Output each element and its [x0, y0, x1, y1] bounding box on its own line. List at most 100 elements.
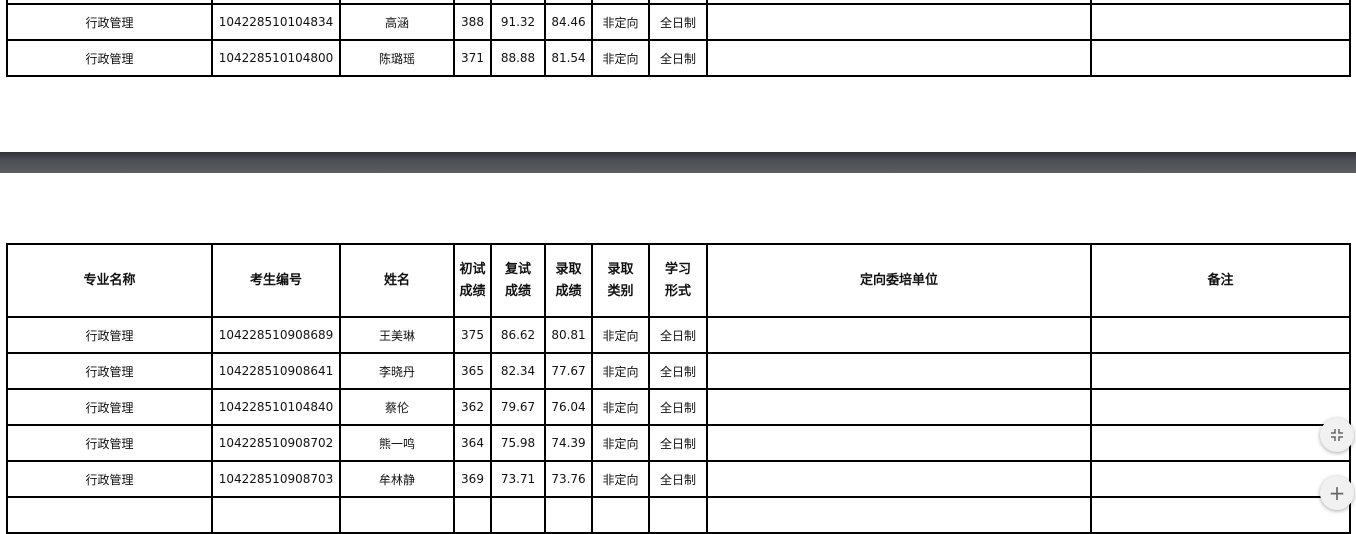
cell-category: 非定向: [591, 3, 650, 41]
cell-empty: [591, 496, 650, 534]
table-row: 行政管理 104228510908703 牟林静 369 73.71 73.76 非定向 全日…: [6, 460, 1351, 498]
cell-mode: 全日制: [648, 316, 708, 354]
cell-retest: 73.71: [490, 460, 546, 498]
header-initial: 初试成绩: [453, 243, 492, 318]
table-row-cut: [6, 496, 1351, 534]
cell-id: 104228510908689: [211, 316, 341, 354]
cell-initial: 388: [453, 3, 492, 41]
header-final: 录取成绩: [544, 243, 593, 318]
cell-empty: [544, 496, 593, 534]
cell-empty: [453, 496, 492, 534]
cell-unit: [706, 460, 1092, 498]
cell-final: 84.46: [544, 3, 593, 41]
cell-name: 牟林静: [339, 460, 455, 498]
cell-retest: 91.32: [490, 3, 546, 41]
cell-mode: 全日制: [648, 388, 708, 426]
table-row: 行政管理 104228510104834 高涵 388 91.32 84.46 非定向 全日制: [6, 3, 1351, 41]
cell-id: 104228510104800: [211, 39, 341, 77]
cell-note: [1090, 352, 1351, 390]
cell-retest: 88.88: [490, 39, 546, 77]
cell-mode: 全日制: [648, 352, 708, 390]
table-header-row: 专业名称 考生编号 姓名 初试成绩 复试成绩 录取成绩 录取类别 学习形式 定向…: [6, 243, 1351, 318]
cell-name: 蔡伦: [339, 388, 455, 426]
cell-initial: 364: [453, 424, 492, 462]
cell-id: 104228510908703: [211, 460, 341, 498]
header-retest: 复试成绩: [490, 243, 546, 318]
collapse-icon: [1330, 423, 1344, 447]
cell-note: [1090, 424, 1351, 462]
cell-initial: 362: [453, 388, 492, 426]
cell-category: 非定向: [591, 352, 650, 390]
cell-unit: [706, 352, 1092, 390]
cell-retest: 75.98: [490, 424, 546, 462]
plus-icon: +: [1328, 481, 1346, 505]
cell-empty: [490, 496, 546, 534]
cell-name: 王美琳: [339, 316, 455, 354]
cell-name: 陈璐瑶: [339, 39, 455, 77]
cell-mode: 全日制: [648, 424, 708, 462]
cell-mode: 全日制: [648, 39, 708, 77]
cell-id: 104228510104834: [211, 3, 341, 41]
header-major: 专业名称: [6, 243, 213, 318]
cell-id: 104228510908641: [211, 352, 341, 390]
cell-final: 77.67: [544, 352, 593, 390]
admission-table-page-1: 行政管理 104228510104834 高涵 388 91.32 84.46 非定向 全日制…: [6, 0, 1351, 77]
cell-empty: [648, 496, 708, 534]
cell-major: 行政管理: [6, 424, 213, 462]
table-row: 行政管理 104228510104800 陈璐瑶 371 88.88 81.54 非定向 全日…: [6, 39, 1351, 77]
cell-major: 行政管理: [6, 388, 213, 426]
cell-name: 李晓丹: [339, 352, 455, 390]
cell-final: 74.39: [544, 424, 593, 462]
cell-id: 104228510104840: [211, 388, 341, 426]
cell-note: [1090, 3, 1351, 41]
cell-retest: 82.34: [490, 352, 546, 390]
cell-major: 行政管理: [6, 352, 213, 390]
cell-retest: 86.62: [490, 316, 546, 354]
cell-unit: [706, 316, 1092, 354]
cell-mode: 全日制: [648, 460, 708, 498]
cell-final: 81.54: [544, 39, 593, 77]
header-mode: 学习形式: [648, 243, 708, 318]
cell-major: 行政管理: [6, 316, 213, 354]
cell-note: [1090, 460, 1351, 498]
cell-category: 非定向: [591, 316, 650, 354]
cell-id: 104228510908702: [211, 424, 341, 462]
cell-note: [1090, 316, 1351, 354]
cell-mode: 全日制: [648, 3, 708, 41]
zoom-in-button[interactable]: +: [1320, 476, 1354, 510]
fit-page-button[interactable]: [1320, 418, 1354, 452]
cell-final: 80.81: [544, 316, 593, 354]
cell-unit: [706, 424, 1092, 462]
header-note: 备注: [1090, 243, 1351, 318]
cell-name: 高涵: [339, 3, 455, 41]
cell-major: 行政管理: [6, 39, 213, 77]
cell-note: [1090, 39, 1351, 77]
header-category: 录取类别: [591, 243, 650, 318]
cell-category: 非定向: [591, 424, 650, 462]
table-row: 行政管理 104228510908689 王美琳 375 86.62 80.81 非定向 全日…: [6, 316, 1351, 354]
cell-initial: 371: [453, 39, 492, 77]
header-name: 姓名: [339, 243, 455, 318]
admission-table-page-2: 专业名称 考生编号 姓名 初试成绩 复试成绩 录取成绩 录取类别 学习形式 定向…: [6, 243, 1351, 534]
table-row: 行政管理 104228510908702 熊一鸣 364 75.98 74.39 非定向 全日…: [6, 424, 1351, 462]
cell-name: 熊一鸣: [339, 424, 455, 462]
cell-major: 行政管理: [6, 460, 213, 498]
cell-category: 非定向: [591, 460, 650, 498]
cell-initial: 365: [453, 352, 492, 390]
table-row-cut: [6, 0, 1351, 5]
header-id: 考生编号: [211, 243, 341, 318]
cell-unit: [706, 3, 1092, 41]
cell-empty: [706, 496, 1092, 534]
table-row: 行政管理 104228510908641 李晓丹 365 82.34 77.67 非定向 全日…: [6, 352, 1351, 390]
cell-empty: [211, 496, 341, 534]
cell-final: 73.76: [544, 460, 593, 498]
cell-initial: 375: [453, 316, 492, 354]
cell-empty: [1090, 496, 1351, 534]
cell-retest: 79.67: [490, 388, 546, 426]
cell-unit: [706, 39, 1092, 77]
cell-major: 行政管理: [6, 3, 213, 41]
cell-final: 76.04: [544, 388, 593, 426]
table-row: 行政管理 104228510104840 蔡伦 362 79.67 76.04 非定向 全日制: [6, 388, 1351, 426]
header-unit: 定向委培单位: [706, 243, 1092, 318]
page-separator: [0, 152, 1356, 173]
